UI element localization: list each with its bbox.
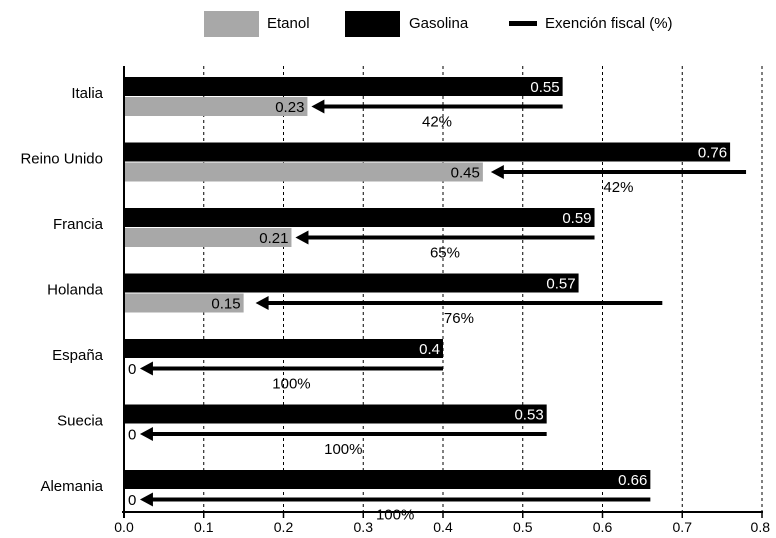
x-tick-label: 0.3 [354,519,374,535]
data-label-exencion: 42% [603,179,633,196]
data-label-exencion: 100% [272,376,310,393]
x-tick-label: 0.0 [114,519,134,535]
bar-gasolina [124,273,579,293]
bar-gasolina [124,142,731,162]
bar-etanol [124,162,483,182]
bar-gasolina [124,77,563,96]
bar-gasolina [124,339,443,358]
category-label: España [52,347,104,364]
data-label-etanol: 0 [128,361,136,378]
category-group: Alemania 0.66 0 100% [40,470,651,524]
data-label-gasolina: 0.66 [618,472,647,489]
x-tick-label: 0.2 [274,519,294,535]
bar-gasolina [124,470,651,489]
data-label-etanol: 0.15 [211,296,240,313]
arrowhead-exencion [139,361,153,376]
legend-label-exencion: Exención fiscal (%) [545,15,673,32]
axes: 0.0 0.1 0.2 0.3 0.4 0.5 0.6 0.7 0.8 [114,66,770,535]
arrowhead-exencion [490,165,504,179]
category-label: Alemania [40,478,103,495]
data-label-exencion: 100% [376,507,414,524]
data-label-exencion: 76% [444,310,474,327]
data-label-gasolina: 0.53 [514,407,543,424]
bar-etanol [124,293,244,313]
bar-gasolina [124,208,595,227]
bar-gasolina [124,404,547,424]
data-label-etanol: 0.23 [275,99,304,116]
data-label-exencion: 65% [430,245,460,262]
x-tick-label: 0.1 [194,519,214,535]
data-label-etanol: 0.45 [451,165,480,182]
category-label: Suecia [57,413,104,430]
data-label-etanol: 0 [128,492,136,509]
data-label-etanol: 0 [128,427,136,444]
data-label-gasolina: 0.4 [419,341,440,358]
category-label: Francia [53,216,104,233]
legend-swatch-exencion [509,21,537,26]
data-label-gasolina: 0.59 [562,210,591,227]
bar-etanol [124,97,308,116]
data-label-exencion: 100% [324,441,362,458]
x-tick-label: 0.4 [433,519,453,535]
x-tick-label: 0.6 [593,519,613,535]
arrowhead-exencion [255,296,269,310]
category-group: Holanda 0.57 0.15 76% [47,273,663,327]
x-tick-label: 0.5 [513,519,533,535]
legend-label-gasolina: Gasolina [409,15,469,32]
legend: Etanol Gasolina Exención fiscal (%) [204,11,673,37]
bars: Italia 0.55 0.23 42% Reino Unido 0.76 0.45 42% F… [20,77,747,524]
arrowhead-exencion [295,230,309,245]
arrowhead-exencion [311,99,325,114]
data-label-exencion: 42% [422,114,452,131]
bar-etanol [124,228,292,247]
legend-label-etanol: Etanol [267,15,310,32]
legend-swatch-etanol [204,11,259,37]
legend-swatch-gasolina [345,11,400,37]
x-tick-label: 0.8 [751,519,771,535]
x-tick-label: 0.7 [673,519,693,535]
category-label: Holanda [47,282,104,299]
category-group: Francia 0.59 0.21 65% [53,208,595,262]
category-group: Suecia 0.53 0 100% [57,404,547,458]
data-label-gasolina: 0.57 [546,276,575,293]
category-label: Reino Unido [20,151,103,168]
arrowhead-exencion [139,492,153,507]
category-group: Reino Unido 0.76 0.45 42% [20,142,747,196]
category-group: España 0.4 0 100% [52,339,443,393]
category-group: Italia 0.55 0.23 42% [71,77,563,131]
data-label-etanol: 0.21 [259,230,288,247]
data-label-gasolina: 0.76 [698,145,727,162]
category-label: Italia [71,85,103,102]
data-label-gasolina: 0.55 [530,79,559,96]
arrowhead-exencion [139,427,153,441]
